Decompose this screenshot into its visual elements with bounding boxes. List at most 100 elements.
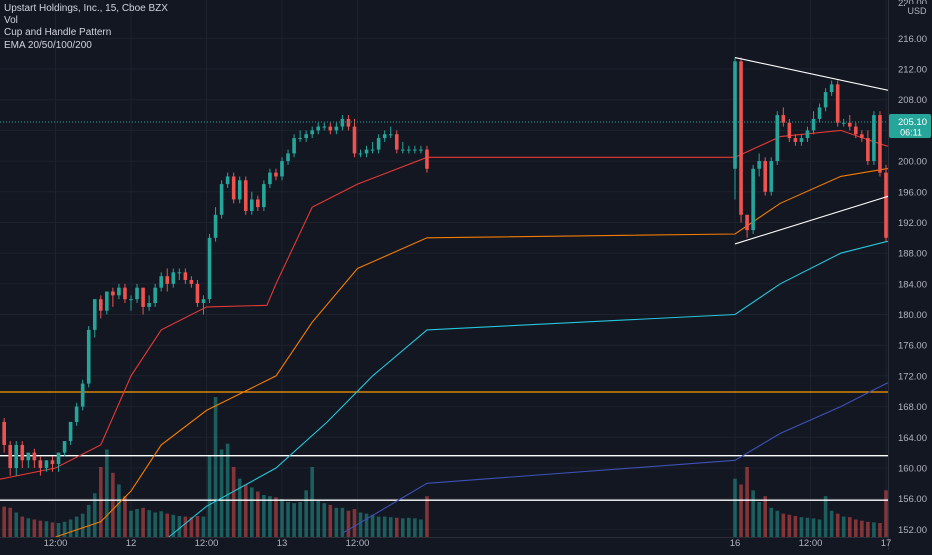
candle [413, 146, 417, 154]
volume-bar [105, 450, 109, 538]
candle [860, 130, 864, 142]
candle-body [836, 84, 840, 122]
price-tick-label: 160.00 [898, 463, 927, 474]
candle-body [860, 134, 864, 138]
time-axis[interactable]: 12:001212:001312:001612:001712:001812:00… [0, 537, 932, 550]
candle [872, 111, 876, 165]
volume-bar [39, 521, 43, 537]
price-tick-label: 208.00 [898, 95, 927, 106]
candle [359, 150, 363, 158]
volume-bar [117, 485, 121, 538]
candle [268, 169, 272, 188]
candle-body [757, 161, 761, 169]
volume-bar [81, 514, 85, 537]
candle-body [8, 445, 12, 468]
candle-body [111, 292, 115, 296]
candle-body [824, 92, 828, 107]
candle-body [866, 138, 870, 161]
candle-body [806, 130, 810, 138]
volume-bar [775, 511, 779, 537]
volume-bar [371, 515, 375, 537]
candle-body [232, 176, 236, 199]
candle [866, 130, 870, 165]
price-tick-label: 164.00 [898, 433, 927, 444]
candle-body [401, 150, 405, 151]
price-tick-label: 180.00 [898, 310, 927, 321]
candle [220, 180, 224, 218]
price-tick-label: 156.00 [898, 494, 927, 505]
volume-bar [757, 502, 761, 537]
candle-body [268, 173, 272, 185]
volume-bar [208, 455, 212, 537]
time-tick-label: 17 [881, 538, 892, 549]
time-tick-label: 12:00 [799, 538, 823, 549]
volume-bar [733, 479, 737, 537]
candle [8, 441, 12, 476]
volume-bar [751, 490, 755, 537]
candle-body [256, 199, 260, 207]
candle [383, 130, 387, 142]
candle-body [178, 272, 182, 273]
candle [395, 130, 399, 153]
volume-bar [20, 517, 24, 537]
candle [81, 380, 85, 411]
candle-body [141, 288, 145, 307]
candle [51, 456, 55, 471]
candle-body [190, 280, 194, 284]
candle [298, 130, 302, 142]
candle-body [800, 138, 804, 142]
price-tick-label: 192.00 [898, 218, 927, 229]
candle [347, 115, 351, 130]
candle-body [419, 150, 423, 151]
volume-bar [232, 467, 236, 537]
volume-bar [329, 505, 333, 537]
legend-indicator-volume[interactable]: Vol [4, 15, 168, 27]
candle [153, 284, 157, 307]
horizontal-levels [0, 392, 888, 500]
legend-indicator-ema[interactable]: EMA 20/50/100/200 [4, 40, 168, 52]
price-axis[interactable]: 152.00156.00160.00164.00168.00172.00176.… [888, 0, 932, 550]
volume-bar [2, 507, 6, 537]
candle-body [39, 460, 43, 468]
price-tick-label: 172.00 [898, 371, 927, 382]
price-tick-label: 176.00 [898, 341, 927, 352]
candle-body [329, 127, 333, 131]
candle-body [763, 161, 767, 192]
volume-bar [8, 508, 12, 537]
legend-indicator-cup-handle[interactable]: Cup and Handle Pattern [4, 27, 168, 39]
candle [226, 173, 230, 188]
volume-bar [268, 496, 272, 537]
volume-bar [27, 518, 31, 537]
volume-bar [848, 517, 852, 537]
candle [238, 176, 242, 203]
candle-body [171, 272, 175, 284]
candle [824, 88, 828, 111]
volume-bar [335, 508, 339, 537]
candle-body [389, 134, 393, 135]
candle [93, 299, 97, 337]
candle [208, 234, 212, 303]
candle-body [33, 453, 37, 461]
volume-bar [262, 495, 266, 537]
candle [377, 134, 381, 153]
countdown-label: 06:11 [900, 127, 922, 137]
volume-bar [322, 503, 326, 537]
candle [256, 196, 260, 211]
time-tick-label: 16 [730, 538, 741, 549]
candle [147, 295, 151, 310]
candle [262, 180, 266, 211]
candle [389, 127, 393, 139]
candle [806, 127, 810, 142]
candle [184, 269, 188, 284]
candle-body [286, 153, 290, 161]
candle [304, 130, 308, 142]
chart-legend: Upstart Holdings, Inc., 15, Cboe BZX Vol… [4, 3, 168, 52]
ema-50-line [56, 156, 932, 537]
candle [57, 453, 61, 472]
candle-body [14, 445, 18, 468]
candle-body [407, 150, 411, 151]
legend-title[interactable]: Upstart Holdings, Inc., 15, Cboe BZX [4, 3, 168, 15]
volume-bar [292, 503, 296, 537]
